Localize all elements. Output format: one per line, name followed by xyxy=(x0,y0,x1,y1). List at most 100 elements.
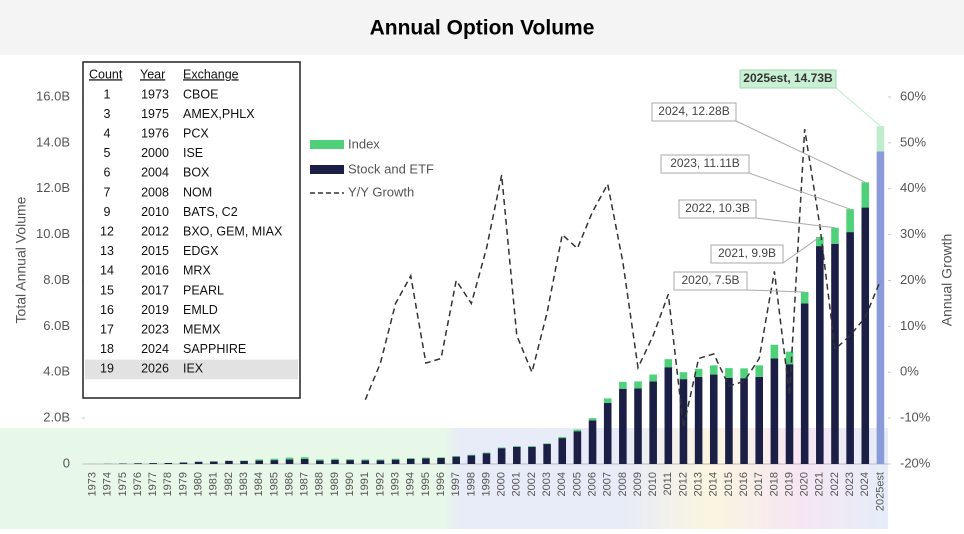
y-tick-label: 8.0B xyxy=(43,272,70,287)
bar-segment xyxy=(225,461,233,464)
x-tick-label: 2018 xyxy=(768,472,780,496)
table-cell: PEARL xyxy=(183,283,224,297)
x-tick-label: 1993 xyxy=(390,472,402,496)
bar-segment xyxy=(468,455,476,456)
x-tick-label: 2016 xyxy=(738,472,750,496)
bar-segment xyxy=(210,461,218,464)
bar-segment xyxy=(346,460,354,464)
x-tick-label: 1977 xyxy=(147,472,159,496)
table-cell: AMEX,PHLX xyxy=(183,107,255,121)
x-tick-label: 2004 xyxy=(556,472,568,496)
bar-segment xyxy=(452,456,460,457)
x-tick-label: 1999 xyxy=(480,472,492,496)
bar-segment xyxy=(801,292,809,303)
bar-segment xyxy=(255,461,263,464)
bar-segment xyxy=(362,460,370,464)
bar-segment xyxy=(710,365,718,374)
y2-tick-label: -20% xyxy=(900,455,931,470)
x-tick-label: 2006 xyxy=(586,472,598,496)
legend-label: Stock and ETF xyxy=(348,161,434,176)
table-cell: IEX xyxy=(183,362,204,376)
bar-segment xyxy=(407,459,415,464)
leader-line xyxy=(756,218,835,228)
table-cell: 2024 xyxy=(141,342,169,356)
bar-segment xyxy=(452,457,460,464)
bar-segment xyxy=(255,459,263,460)
table-cell: 2017 xyxy=(141,283,169,297)
bar-segment xyxy=(604,403,612,464)
bar-segment xyxy=(316,459,324,460)
x-tick-label: 1994 xyxy=(405,472,417,496)
bar-segment xyxy=(468,456,476,464)
table-cell: 2010 xyxy=(141,205,169,219)
bar-segment xyxy=(271,459,279,460)
bar-segment xyxy=(831,244,839,464)
table-header: Year xyxy=(140,67,165,81)
y-tick-label: 14.0B xyxy=(36,134,70,149)
x-tick-label: 2013 xyxy=(693,472,705,496)
table-cell: 5 xyxy=(104,146,111,160)
y-tick-label: 4.0B xyxy=(43,364,70,379)
bar-segment xyxy=(574,430,582,432)
table-cell: BOX xyxy=(183,166,210,180)
legend-label: Index xyxy=(348,136,380,151)
bar-segment xyxy=(407,458,415,459)
bar-segment xyxy=(634,388,642,464)
bar-segment xyxy=(346,459,354,460)
leader-line xyxy=(749,173,850,209)
y-tick-label: 16.0B xyxy=(36,88,70,103)
annotation: 2021, 9.9B xyxy=(718,246,776,260)
bar-segment xyxy=(725,378,733,464)
legend-swatch xyxy=(310,140,344,149)
x-tick-label: 2005 xyxy=(571,472,583,496)
table-cell: 2000 xyxy=(141,146,169,160)
bar-segment xyxy=(180,463,188,464)
bar-segment xyxy=(377,459,385,460)
bar-segment xyxy=(149,463,157,464)
annotation: 2020, 7.5B xyxy=(681,273,739,287)
x-tick-label: 2022 xyxy=(829,472,841,496)
bar-segment xyxy=(392,460,400,464)
x-tick-label: 1982 xyxy=(223,472,235,496)
bar-segment xyxy=(558,437,566,438)
bar-segment xyxy=(513,447,521,464)
bar-segment xyxy=(755,377,763,464)
table-cell: CBOE xyxy=(183,87,218,101)
bar-segment xyxy=(543,444,551,464)
bar-segment xyxy=(301,457,309,459)
bar-segment xyxy=(437,458,445,464)
table-cell: 6 xyxy=(104,166,111,180)
table-cell: EMLD xyxy=(183,303,218,317)
table-cell: 2015 xyxy=(141,244,169,258)
table-cell: 1 xyxy=(104,87,111,101)
x-tick-label: 2023 xyxy=(844,472,856,496)
x-tick-label: 1979 xyxy=(177,472,189,496)
bar-segment xyxy=(422,458,430,459)
table-cell: 2026 xyxy=(141,362,169,376)
table-cell: 15 xyxy=(100,283,114,297)
table-header: Count xyxy=(89,67,123,81)
table-cell: EDGX xyxy=(183,244,219,258)
y2-tick-label: 60% xyxy=(900,88,926,103)
leader-line xyxy=(783,237,820,263)
bar-segment xyxy=(665,367,673,464)
table-cell: 16 xyxy=(100,303,114,317)
table-cell: 2012 xyxy=(141,224,169,238)
table-cell: 2019 xyxy=(141,303,169,317)
x-tick-label: 1974 xyxy=(102,472,114,496)
bar-segment xyxy=(271,460,279,464)
x-tick-label: 1998 xyxy=(465,472,477,496)
bar-segment xyxy=(589,418,597,420)
x-tick-label: 1980 xyxy=(193,472,205,496)
table-cell: 14 xyxy=(100,264,114,278)
bar-segment xyxy=(846,209,854,232)
table-cell: 2008 xyxy=(141,185,169,199)
bar-segment xyxy=(437,457,445,458)
table-cell: ISE xyxy=(183,146,203,160)
bar-segment xyxy=(771,358,779,464)
bar-segment xyxy=(604,398,612,403)
table-cell: 4 xyxy=(104,126,111,140)
table-header: Exchange xyxy=(183,67,239,81)
x-tick-label: 2025est xyxy=(874,472,886,511)
x-tick-label: 1991 xyxy=(359,472,371,496)
